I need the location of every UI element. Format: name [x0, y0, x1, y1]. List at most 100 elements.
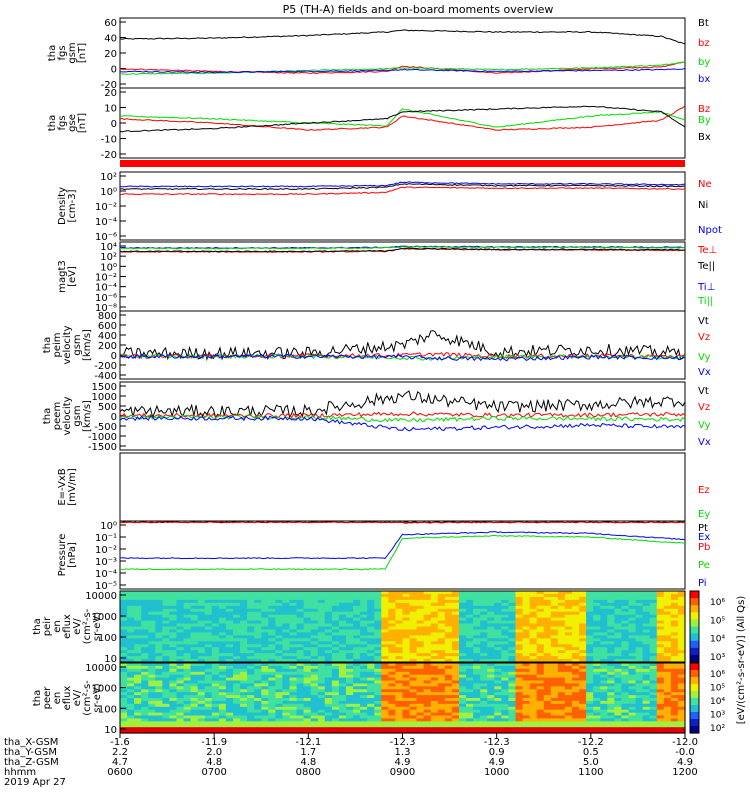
heatmap-cell — [197, 591, 206, 595]
heatmap-cell — [148, 700, 156, 705]
heatmap-cell — [218, 623, 227, 628]
heatmap-cell — [331, 608, 340, 613]
heatmap-cell — [494, 674, 502, 679]
heatmap-cell — [289, 632, 298, 636]
heatmap-cell — [233, 712, 241, 717]
ylabel-line: gsm — [72, 334, 83, 355]
heatmap-cell — [649, 647, 658, 651]
heatmap-cell — [134, 671, 142, 676]
heatmap-cell — [600, 632, 608, 636]
heatmap-cell — [593, 663, 601, 667]
heatmap-cell — [338, 663, 347, 667]
heatmap-cell — [317, 692, 326, 696]
footer-value: 1.7 — [300, 747, 316, 758]
heatmap-cell — [169, 614, 178, 619]
heatmap-cell — [183, 692, 192, 696]
heatmap-cell — [430, 656, 439, 660]
heatmap-cell — [360, 599, 368, 604]
heatmap-cell — [529, 629, 538, 634]
heatmap-cell — [522, 599, 531, 604]
heatmap-cell — [529, 659, 538, 663]
heatmap-cell — [628, 614, 637, 619]
heatmap-cell — [564, 659, 573, 663]
heatmap-cell — [233, 686, 241, 690]
heatmap-cell — [416, 614, 425, 619]
heatmap-cell — [649, 653, 658, 657]
heatmap-cell — [388, 626, 397, 631]
heatmap-cell — [536, 605, 545, 610]
heatmap-cell — [621, 712, 630, 717]
heatmap-cell — [324, 638, 333, 642]
heatmap-cell — [338, 712, 347, 717]
heatmap-cell — [296, 611, 305, 616]
heatmap-cell — [444, 659, 453, 663]
heatmap-cell — [564, 656, 573, 660]
heatmap-cell — [338, 689, 347, 693]
heatmap-cell — [466, 602, 474, 607]
heatmap-cell — [381, 677, 389, 682]
heatmap-cell — [437, 608, 446, 613]
heatmap-cell — [586, 656, 594, 660]
heatmap-cell — [473, 611, 481, 616]
heatmap-cell — [677, 614, 686, 619]
heatmap-cell — [134, 727, 142, 731]
ylabel-line: (cm²-s- — [82, 608, 93, 644]
heatmap-cell — [494, 700, 502, 705]
heatmap-cell — [310, 594, 319, 598]
heatmap-cell — [275, 608, 284, 613]
heatmap-cell — [487, 620, 495, 625]
heatmap-cell — [557, 718, 566, 722]
heatmap-cell — [303, 715, 312, 719]
heatmap-cell — [190, 712, 199, 717]
heatmap-cell — [374, 695, 382, 699]
heatmap-cell — [543, 620, 552, 625]
heatmap-cell — [593, 712, 601, 717]
heatmap-cell — [367, 611, 375, 616]
heatmap-cell — [282, 596, 291, 601]
heatmap-cell — [374, 656, 382, 660]
heatmap-cell — [176, 656, 185, 660]
heatmap-cell — [564, 608, 573, 613]
heatmap-cell — [437, 689, 446, 693]
heatmap-cell — [367, 680, 375, 684]
heatmap-cell — [501, 715, 510, 719]
heatmap-cell — [310, 703, 319, 708]
heatmap-cell — [381, 629, 389, 634]
heatmap-cell — [564, 698, 573, 702]
heatmap-cell — [444, 700, 453, 705]
heatmap-cell — [127, 653, 135, 657]
heatmap-cell — [134, 730, 142, 734]
heatmap-cell — [635, 683, 644, 687]
heatmap-cell — [607, 647, 615, 651]
heatmap-cell — [607, 727, 615, 731]
heatmap-cell — [600, 724, 608, 728]
heatmap-cell — [607, 700, 615, 705]
heatmap-cell — [381, 626, 389, 631]
heatmap-cell — [240, 591, 248, 595]
heatmap-cell — [628, 665, 637, 670]
heatmap-cell — [515, 626, 524, 631]
heatmap-cell — [494, 635, 502, 639]
heatmap-cell — [190, 650, 199, 654]
heatmap-cell — [233, 620, 241, 625]
heatmap-cell — [677, 695, 686, 699]
heatmap-cell — [374, 620, 382, 625]
heatmap-cell — [317, 641, 326, 645]
heatmap-cell — [593, 602, 601, 607]
heatmap-cell — [459, 641, 467, 645]
heatmap-cell — [487, 614, 495, 619]
heatmap-cell — [218, 629, 227, 634]
heatmap-cell — [282, 611, 291, 616]
heatmap-cell — [515, 703, 524, 708]
heatmap-cell — [430, 644, 439, 648]
heatmap-cell — [508, 689, 517, 693]
heatmap-cell — [444, 712, 453, 717]
heatmap-cell — [607, 698, 615, 702]
heatmap-cell — [628, 712, 637, 717]
heatmap-cell — [572, 683, 580, 687]
heatmap-cell — [621, 700, 630, 705]
heatmap-cell — [494, 617, 502, 622]
heatmap-cell — [677, 700, 686, 705]
heatmap-cell — [395, 641, 404, 645]
